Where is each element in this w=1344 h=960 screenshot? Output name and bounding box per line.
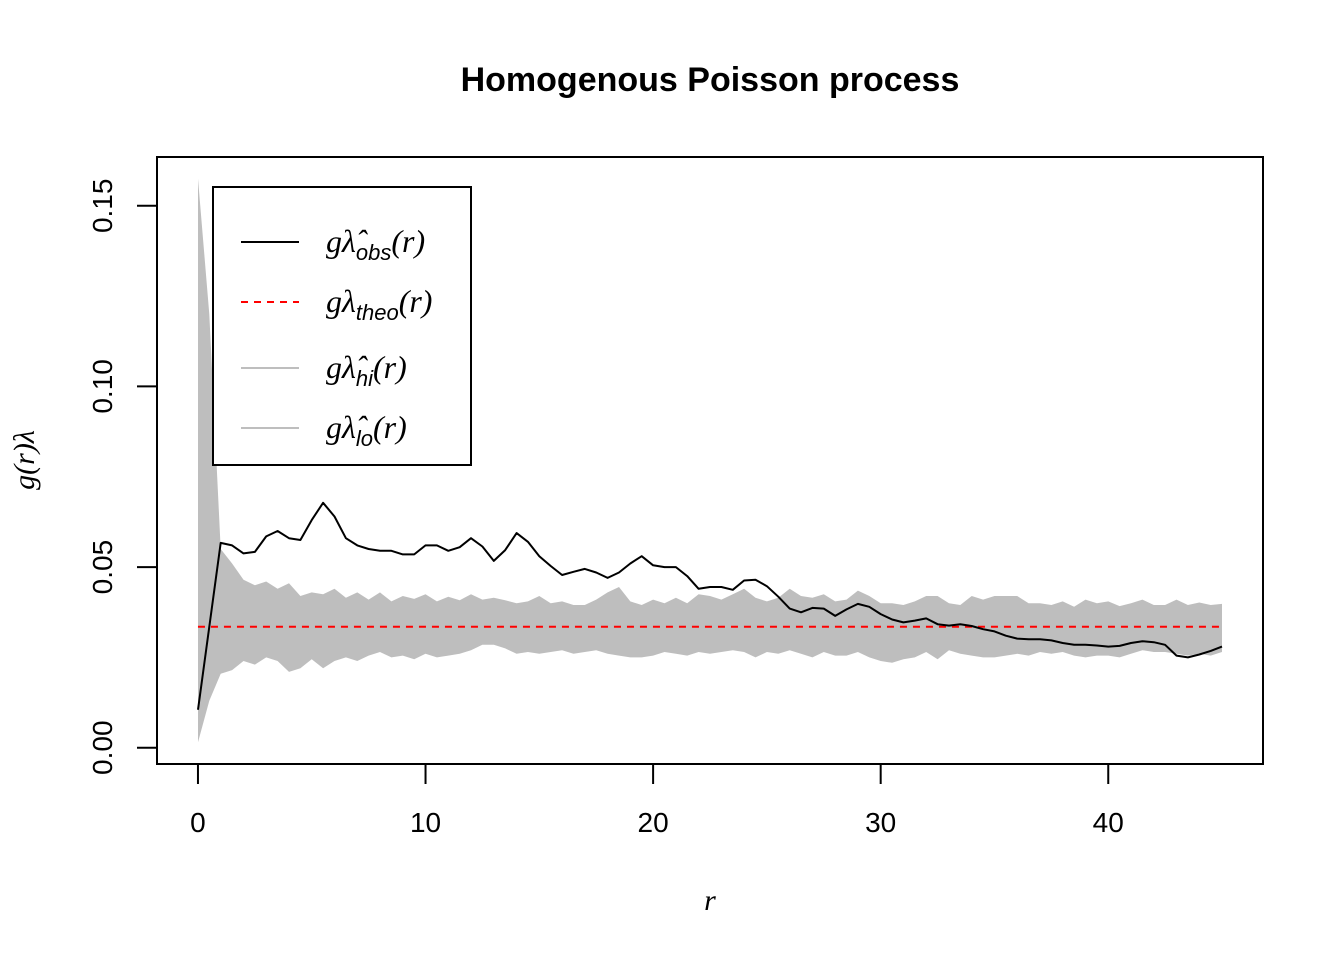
- legend-label: gλ̂hi(r): [326, 349, 407, 391]
- y-tick-label: 0.05: [87, 540, 118, 595]
- chart-title: Homogenous Poisson process: [461, 61, 960, 99]
- x-tick-label: 20: [638, 807, 669, 838]
- y-tick-label: 0.00: [87, 720, 118, 775]
- y-axis-label: g(r)λ: [8, 430, 41, 490]
- legend-label: gλ̂lo(r): [326, 409, 407, 451]
- x-axis-label: r: [704, 884, 716, 917]
- y-tick-label: 0.15: [87, 179, 118, 234]
- envelope-band: [198, 178, 1222, 743]
- series-line-obs: [197, 501, 1223, 710]
- x-tick-label: 30: [865, 807, 896, 838]
- x-tick-label: 0: [190, 807, 206, 838]
- y-axis: 0.00 0.05 0.10 0.15: [87, 179, 158, 775]
- y-tick-label: 0.10: [87, 359, 118, 414]
- legend-box: [212, 186, 472, 466]
- legend: gλ̂obs(r) gλtheo(r) gλ̂hi(r) gλ̂lo(r): [212, 186, 472, 466]
- x-tick-label: 10: [410, 807, 441, 838]
- x-tick-label: 40: [1093, 807, 1124, 838]
- plot-area: [197, 178, 1223, 743]
- legend-label: gλ̂obs(r): [326, 223, 425, 265]
- legend-label: gλtheo(r): [326, 283, 432, 325]
- x-axis: 0 10 20 30 40: [190, 763, 1124, 838]
